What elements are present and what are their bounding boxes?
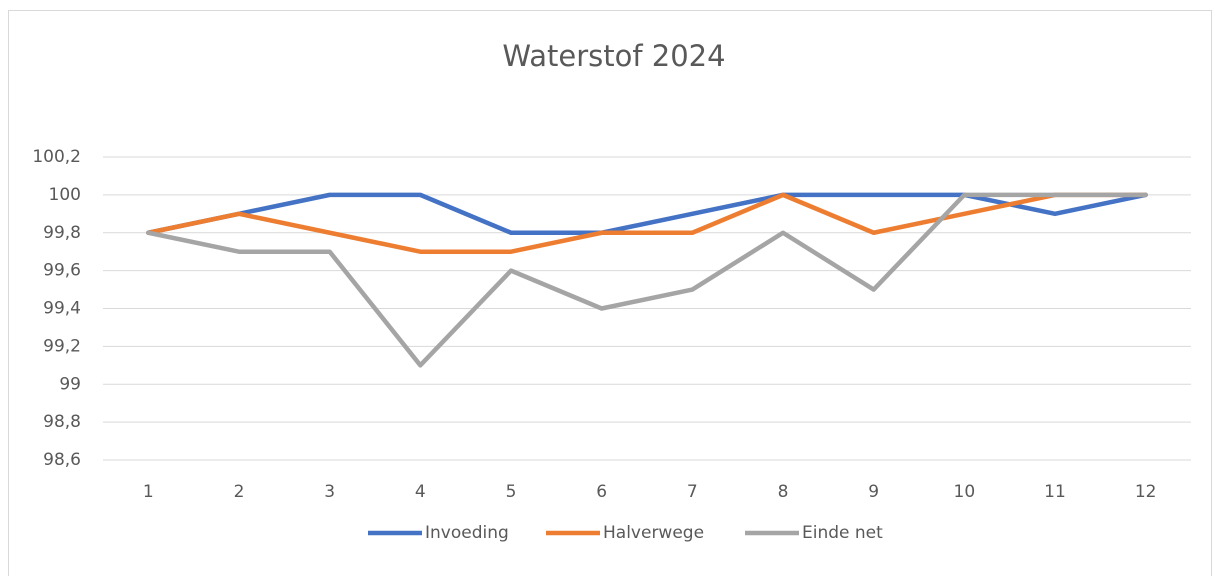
x-tick-label: 2 <box>234 482 245 502</box>
y-tick-label: 99,2 <box>43 336 81 356</box>
y-tick-label: 99,4 <box>43 299 81 319</box>
x-tick-label: 10 <box>954 482 976 502</box>
legend-label: Halverwege <box>603 523 704 543</box>
series-line <box>146 192 1148 254</box>
y-tick-label: 99 <box>59 374 81 394</box>
x-tick-label: 9 <box>868 482 879 502</box>
x-tick-label: 3 <box>324 482 335 502</box>
series-line <box>146 192 1148 368</box>
x-tick-label: 6 <box>596 482 607 502</box>
x-tick-label: 5 <box>506 482 517 502</box>
y-tick-label: 100,2 <box>32 147 81 167</box>
y-tick-label: 99,8 <box>43 223 81 243</box>
x-tick-label: 11 <box>1044 482 1066 502</box>
y-tick-label: 100 <box>49 185 81 205</box>
y-tick-label: 99,6 <box>43 261 81 281</box>
legend-label: Invoeding <box>425 523 509 543</box>
x-tick-label: 1 <box>143 482 154 502</box>
y-tick-label: 98,6 <box>43 450 81 470</box>
chart-title: Waterstof 2024 <box>502 39 725 73</box>
x-tick-label: 12 <box>1135 482 1157 502</box>
legend-label: Einde net <box>802 523 883 543</box>
x-tick-label: 7 <box>687 482 698 502</box>
series-line <box>146 192 1148 235</box>
y-tick-label: 98,8 <box>43 412 81 432</box>
x-tick-label: 8 <box>778 482 789 502</box>
chart-border <box>8 10 1212 576</box>
x-tick-label: 4 <box>415 482 426 502</box>
